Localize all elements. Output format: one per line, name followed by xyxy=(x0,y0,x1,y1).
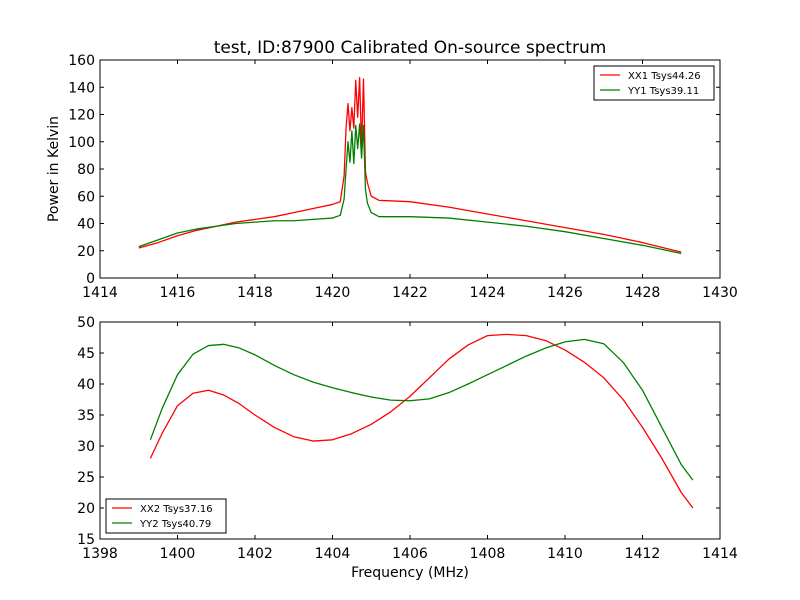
y-tick-label: 0 xyxy=(86,271,95,287)
x-tick-label: 1412 xyxy=(625,546,661,562)
legend-box xyxy=(593,65,715,101)
y-tick-label: 50 xyxy=(77,315,95,331)
bottom-plot: 1398 1400 1402 1404 1406 1408 1410 1412 1414 15 20… xyxy=(77,315,738,562)
x-tick-label: 1398 xyxy=(82,546,118,562)
figure-title: test, ID:87900 Calibrated On-source spec… xyxy=(214,38,607,58)
y-tick-label: 40 xyxy=(77,377,95,393)
series-line-2 xyxy=(149,338,694,481)
x-tick-label: 1430 xyxy=(702,285,738,301)
series-line-1 xyxy=(138,77,682,253)
x-tick-label: 1420 xyxy=(315,285,351,301)
y-tick-label: 60 xyxy=(77,189,95,205)
top-plot: 1414 1416 1418 1420 1422 1424 1426 1428 1430 0 20 4… xyxy=(68,53,738,301)
legend: XX2 Tsys37.16 YY2 Tsys40.79 xyxy=(105,498,227,534)
x-tick-label: 1418 xyxy=(237,285,273,301)
y-tick-label: 100 xyxy=(68,135,95,151)
series-line-2 xyxy=(138,123,682,255)
y-tick-label: 35 xyxy=(77,408,95,424)
x-tick-label: 1404 xyxy=(315,546,351,562)
x-tick-label: 1416 xyxy=(160,285,196,301)
y-tick-label: 80 xyxy=(77,162,95,178)
y-tick-label: 120 xyxy=(68,108,95,124)
y-tick-label: 15 xyxy=(77,532,95,548)
x-tick-label: 1424 xyxy=(470,285,506,301)
legend-label: YY1 Tsys39.11 xyxy=(627,86,699,97)
y-tick-label: 25 xyxy=(77,470,95,486)
series-line-1 xyxy=(149,333,694,509)
x-tick-label: 1428 xyxy=(625,285,661,301)
y-tick-label: 140 xyxy=(68,80,95,96)
x-tick-label: 1408 xyxy=(470,546,506,562)
legend-label: XX2 Tsys37.16 xyxy=(140,504,213,515)
y-tick-label: 40 xyxy=(77,217,95,233)
legend-label: XX1 Tsys44.26 xyxy=(628,71,701,82)
x-tick-label: 1414 xyxy=(702,546,738,562)
x-tick-label: 1426 xyxy=(547,285,583,301)
y-tick-label: 20 xyxy=(77,501,95,517)
y-tick-label: 30 xyxy=(77,439,95,455)
x-tick-label: 1422 xyxy=(392,285,428,301)
y-tick-label: 20 xyxy=(77,244,95,260)
legend-label: YY2 Tsys40.79 xyxy=(139,519,211,530)
y-tick-label: 160 xyxy=(68,53,95,69)
x-tick-label: 1414 xyxy=(82,285,118,301)
legend: XX1 Tsys44.26 YY1 Tsys39.11 xyxy=(593,65,715,101)
legend-box xyxy=(105,498,227,534)
y-tick-label: 45 xyxy=(77,346,95,362)
bottom-x-axis-title: Frequency (MHz) xyxy=(351,565,469,581)
top-y-axis-title: Power in Kelvin xyxy=(46,116,62,222)
x-tick-label: 1406 xyxy=(392,546,428,562)
x-tick-label: 1410 xyxy=(547,546,583,562)
x-tick-label: 1400 xyxy=(160,546,196,562)
x-tick-label: 1402 xyxy=(237,546,273,562)
